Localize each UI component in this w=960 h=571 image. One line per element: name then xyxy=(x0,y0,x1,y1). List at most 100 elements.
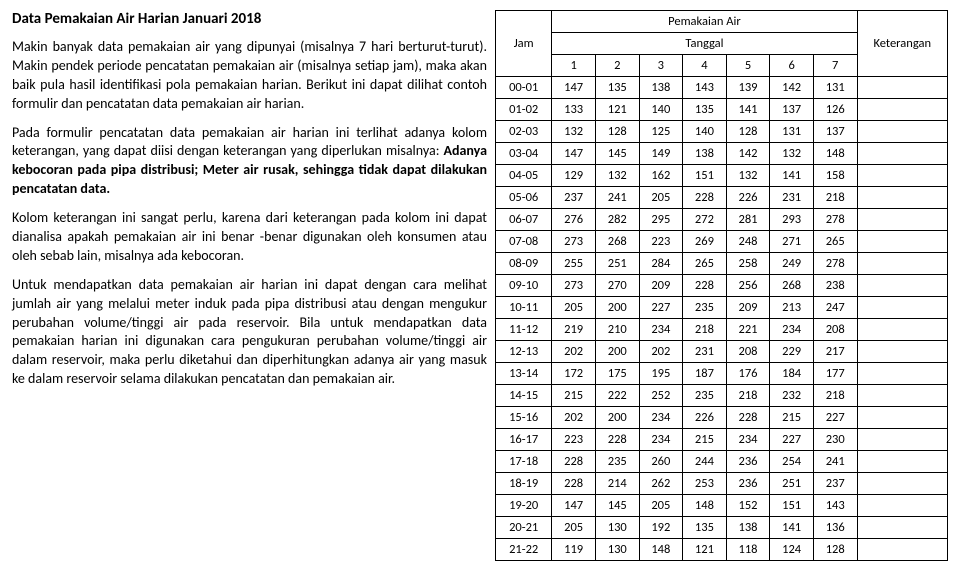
cell-value: 254 xyxy=(770,451,814,473)
col-day: 7 xyxy=(813,55,857,77)
cell-value: 209 xyxy=(639,275,683,297)
cell-jam: 05-06 xyxy=(496,187,552,209)
cell-value: 228 xyxy=(552,451,596,473)
table-row: 01-02133121140135141137126 xyxy=(496,99,948,121)
cell-keterangan xyxy=(857,187,947,209)
cell-value: 202 xyxy=(552,341,596,363)
cell-value: 251 xyxy=(595,253,639,275)
cell-value: 143 xyxy=(813,495,857,517)
cell-value: 218 xyxy=(813,385,857,407)
cell-value: 147 xyxy=(552,77,596,99)
cell-value: 282 xyxy=(595,209,639,231)
cell-value: 258 xyxy=(726,253,770,275)
table-row: 15-16202200234226228215227 xyxy=(496,407,948,429)
cell-value: 129 xyxy=(552,165,596,187)
cell-value: 223 xyxy=(552,429,596,451)
cell-value: 202 xyxy=(639,341,683,363)
cell-value: 248 xyxy=(726,231,770,253)
cell-value: 151 xyxy=(770,495,814,517)
cell-value: 141 xyxy=(770,165,814,187)
cell-value: 192 xyxy=(639,517,683,539)
cell-value: 148 xyxy=(683,495,727,517)
cell-value: 136 xyxy=(813,517,857,539)
cell-value: 141 xyxy=(770,517,814,539)
cell-keterangan xyxy=(857,451,947,473)
cell-value: 295 xyxy=(639,209,683,231)
usage-table: Jam Pemakaian Air Keterangan Tanggal 123… xyxy=(495,10,948,561)
cell-value: 272 xyxy=(683,209,727,231)
cell-value: 128 xyxy=(726,121,770,143)
cell-jam: 18-19 xyxy=(496,473,552,495)
cell-value: 200 xyxy=(595,407,639,429)
col-day: 4 xyxy=(683,55,727,77)
cell-value: 124 xyxy=(770,539,814,561)
cell-value: 228 xyxy=(683,275,727,297)
cell-value: 138 xyxy=(726,517,770,539)
cell-value: 276 xyxy=(552,209,596,231)
cell-value: 217 xyxy=(813,341,857,363)
table-row: 03-04147145149138142132148 xyxy=(496,143,948,165)
cell-value: 229 xyxy=(770,341,814,363)
cell-value: 209 xyxy=(726,297,770,319)
cell-value: 234 xyxy=(639,319,683,341)
cell-keterangan xyxy=(857,165,947,187)
cell-value: 232 xyxy=(770,385,814,407)
cell-value: 126 xyxy=(813,99,857,121)
cell-jam: 02-03 xyxy=(496,121,552,143)
cell-jam: 13-14 xyxy=(496,363,552,385)
cell-value: 125 xyxy=(639,121,683,143)
table-row: 19-20147145205148152151143 xyxy=(496,495,948,517)
cell-value: 132 xyxy=(726,165,770,187)
cell-value: 162 xyxy=(639,165,683,187)
cell-jam: 06-07 xyxy=(496,209,552,231)
cell-value: 230 xyxy=(813,429,857,451)
cell-value: 265 xyxy=(683,253,727,275)
table-row: 08-09255251284265258249278 xyxy=(496,253,948,275)
cell-value: 213 xyxy=(770,297,814,319)
cell-value: 241 xyxy=(813,451,857,473)
cell-value: 205 xyxy=(639,187,683,209)
cell-value: 118 xyxy=(726,539,770,561)
cell-value: 252 xyxy=(639,385,683,407)
cell-value: 138 xyxy=(683,143,727,165)
cell-jam: 01-02 xyxy=(496,99,552,121)
cell-value: 284 xyxy=(639,253,683,275)
cell-jam: 15-16 xyxy=(496,407,552,429)
cell-value: 195 xyxy=(639,363,683,385)
table-row: 05-06237241205228226231218 xyxy=(496,187,948,209)
table-row: 11-12219210234218221234208 xyxy=(496,319,948,341)
cell-value: 121 xyxy=(595,99,639,121)
col-pemakaian: Pemakaian Air xyxy=(552,11,857,33)
cell-value: 145 xyxy=(595,143,639,165)
table-row: 10-11205200227235209213247 xyxy=(496,297,948,319)
cell-keterangan xyxy=(857,539,947,561)
cell-value: 140 xyxy=(683,121,727,143)
cell-value: 132 xyxy=(595,165,639,187)
cell-value: 139 xyxy=(726,77,770,99)
cell-value: 293 xyxy=(770,209,814,231)
cell-value: 158 xyxy=(813,165,857,187)
cell-value: 184 xyxy=(770,363,814,385)
table-row: 00-01147135138143139142131 xyxy=(496,77,948,99)
cell-value: 273 xyxy=(552,275,596,297)
cell-keterangan xyxy=(857,385,947,407)
cell-value: 227 xyxy=(813,407,857,429)
cell-keterangan xyxy=(857,473,947,495)
col-keterangan: Keterangan xyxy=(857,11,947,77)
cell-jam: 03-04 xyxy=(496,143,552,165)
cell-jam: 21-22 xyxy=(496,539,552,561)
cell-value: 219 xyxy=(552,319,596,341)
cell-keterangan xyxy=(857,517,947,539)
cell-value: 228 xyxy=(683,187,727,209)
cell-value: 234 xyxy=(639,407,683,429)
paragraph-2-lead: Pada formulir pencatatan data pemakaian … xyxy=(12,124,487,160)
table-row: 04-05129132162151132141158 xyxy=(496,165,948,187)
cell-value: 251 xyxy=(770,473,814,495)
cell-value: 141 xyxy=(726,99,770,121)
cell-value: 132 xyxy=(770,143,814,165)
cell-value: 244 xyxy=(683,451,727,473)
cell-value: 130 xyxy=(595,517,639,539)
cell-jam: 04-05 xyxy=(496,165,552,187)
cell-value: 137 xyxy=(770,99,814,121)
cell-keterangan xyxy=(857,209,947,231)
